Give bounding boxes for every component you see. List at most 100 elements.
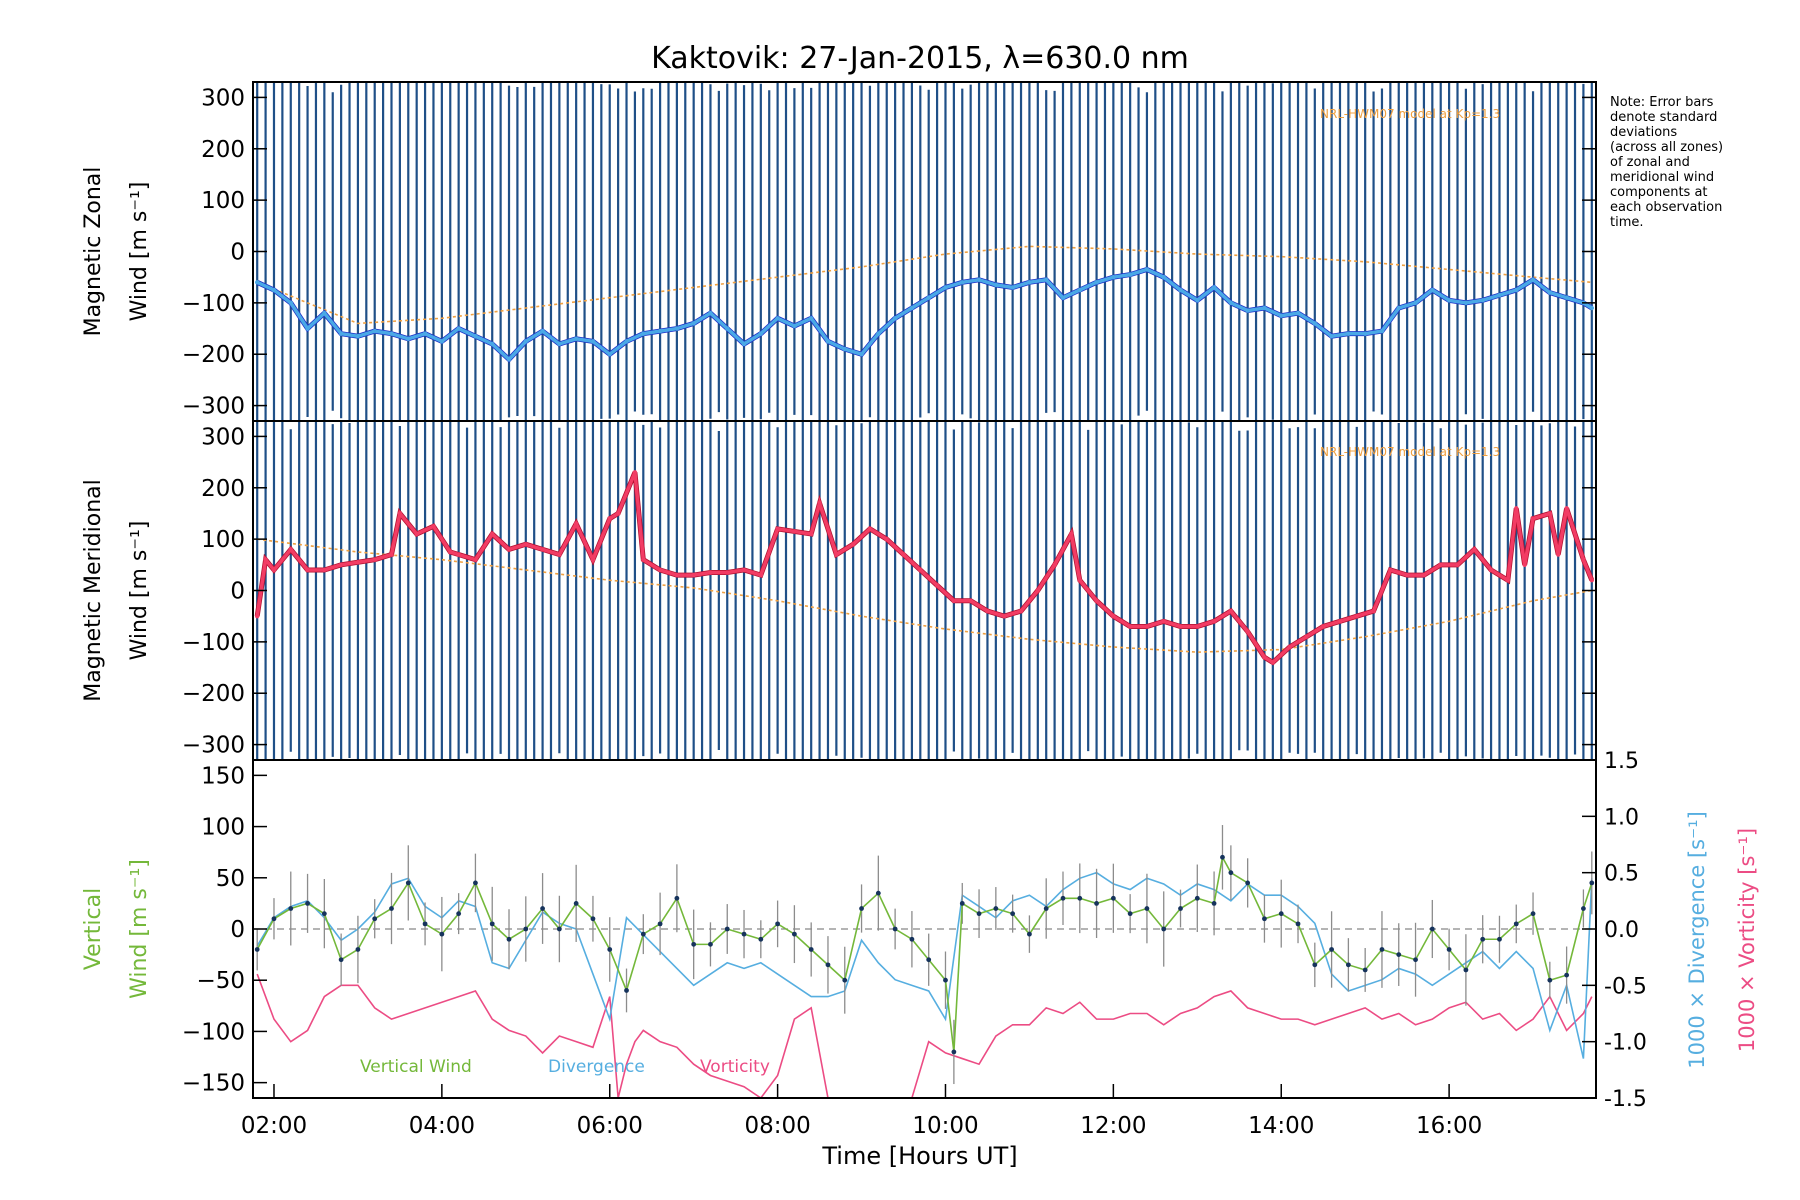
- data-point: [489, 921, 495, 927]
- data-point: [892, 926, 898, 932]
- data-point: [1044, 277, 1049, 282]
- data-point: [1144, 624, 1150, 629]
- error-bars: [256, 82, 1593, 421]
- data-point: [456, 911, 462, 917]
- data-point: [338, 957, 344, 963]
- note-line: deviations: [1610, 125, 1677, 140]
- data-point: [1043, 906, 1049, 911]
- data-point: [288, 300, 293, 306]
- data-point: [288, 547, 293, 552]
- data-point: [1144, 906, 1150, 911]
- data-point: [1094, 280, 1099, 285]
- data-point: [540, 328, 545, 334]
- data-point: [641, 331, 646, 336]
- legend-label: Vertical Wind: [360, 1057, 472, 1077]
- data-point: [791, 931, 797, 937]
- data-point: [372, 916, 378, 922]
- data-point: [640, 931, 646, 937]
- zonal-panel: NRL-HWM07 model at Kp=1.3 −300 −200 −100 0 10…: [81, 81, 1597, 422]
- series-outline: [254, 471, 1595, 666]
- data-point: [934, 583, 940, 588]
- data-point: [708, 941, 713, 947]
- data-point: [875, 890, 881, 896]
- data-point: [1497, 936, 1502, 942]
- note-text: Note: Error bars denote standard deviati…: [1610, 95, 1723, 230]
- y2-tick-label: -1.0: [1604, 1031, 1647, 1056]
- y-axis-title: Wind [m s⁻¹]: [127, 182, 152, 322]
- data-point: [926, 295, 931, 300]
- divergence-line: [256, 871, 1593, 1059]
- data-point: [1463, 967, 1469, 973]
- data-point: [951, 1049, 957, 1055]
- data-point: [1564, 295, 1569, 300]
- data-point: [263, 557, 268, 562]
- data-point: [1211, 900, 1217, 906]
- y-tick-label: −200: [182, 681, 245, 707]
- data-point: [1589, 880, 1595, 886]
- data-point: [624, 988, 629, 993]
- data-point: [1514, 287, 1519, 293]
- data-point: [321, 911, 327, 917]
- panel-frame: [252, 420, 1597, 761]
- data-point: [1211, 285, 1217, 290]
- note-line: (across all zones): [1610, 140, 1723, 155]
- data-point: [1472, 547, 1477, 552]
- data-point: [397, 511, 403, 516]
- model-label: NRL-HWM07 model at Kp=1.3: [1320, 107, 1500, 121]
- data-point: [1144, 267, 1150, 272]
- data-point: [355, 560, 361, 565]
- data-point: [1337, 619, 1343, 624]
- x-tick-label: 10:00: [912, 1113, 978, 1139]
- data-point: [1345, 962, 1351, 968]
- data-point: [632, 470, 638, 475]
- data-point: [1178, 624, 1183, 629]
- plot-area: NRL-HWM07 model at Kp=1.3: [254, 421, 1595, 760]
- plot-area: Vertical Wind Divergence Vorticity: [253, 825, 1596, 1098]
- data-point: [1488, 567, 1494, 573]
- data-point: [1505, 578, 1511, 583]
- data-point: [506, 936, 512, 942]
- data-point: [1278, 911, 1284, 917]
- data-point: [1262, 305, 1267, 311]
- y2-axis-title-divergence: 1000 × Divergence [s⁻¹]: [1685, 811, 1709, 1069]
- y-tick-label: 200: [201, 476, 245, 502]
- y2-tick-label: 1.5: [1604, 749, 1639, 774]
- data-point: [322, 310, 327, 316]
- data-point: [1194, 895, 1200, 901]
- data-point: [1329, 334, 1334, 339]
- note-line: denote standard: [1610, 110, 1717, 125]
- panel-frame: [252, 81, 1597, 422]
- data-point: [523, 542, 528, 547]
- note-line: Note: Error bars: [1610, 95, 1714, 110]
- data-point: [725, 570, 730, 575]
- y2-tick-label: -0.5: [1604, 974, 1647, 999]
- data-point: [271, 916, 277, 922]
- data-point: [1127, 911, 1133, 917]
- data-point: [615, 511, 621, 516]
- data-point: [859, 906, 864, 911]
- data-point: [775, 316, 780, 321]
- note-line: of zonal and: [1610, 155, 1690, 170]
- data-point: [1027, 931, 1032, 937]
- y-axis-title: Wind [m s⁻¹]: [127, 859, 152, 999]
- y-axis-title: Magnetic Zonal: [81, 167, 106, 337]
- data-point: [556, 926, 562, 932]
- data-point: [1161, 274, 1166, 280]
- data-point: [808, 531, 814, 537]
- data-point: [993, 906, 999, 911]
- data-point: [1287, 644, 1292, 650]
- data-point: [1522, 562, 1527, 568]
- data-point: [1346, 331, 1351, 336]
- data-point: [867, 526, 873, 532]
- data-point: [355, 947, 361, 952]
- y-tick-label: 0: [230, 240, 245, 266]
- data-point: [708, 310, 713, 316]
- data-point: [1413, 300, 1418, 306]
- data-point: [657, 567, 663, 573]
- data-point: [1094, 598, 1099, 603]
- data-point: [1530, 277, 1536, 282]
- data-point: [523, 339, 528, 344]
- data-point: [1513, 921, 1519, 927]
- data-point: [557, 341, 562, 347]
- data-point: [473, 557, 478, 562]
